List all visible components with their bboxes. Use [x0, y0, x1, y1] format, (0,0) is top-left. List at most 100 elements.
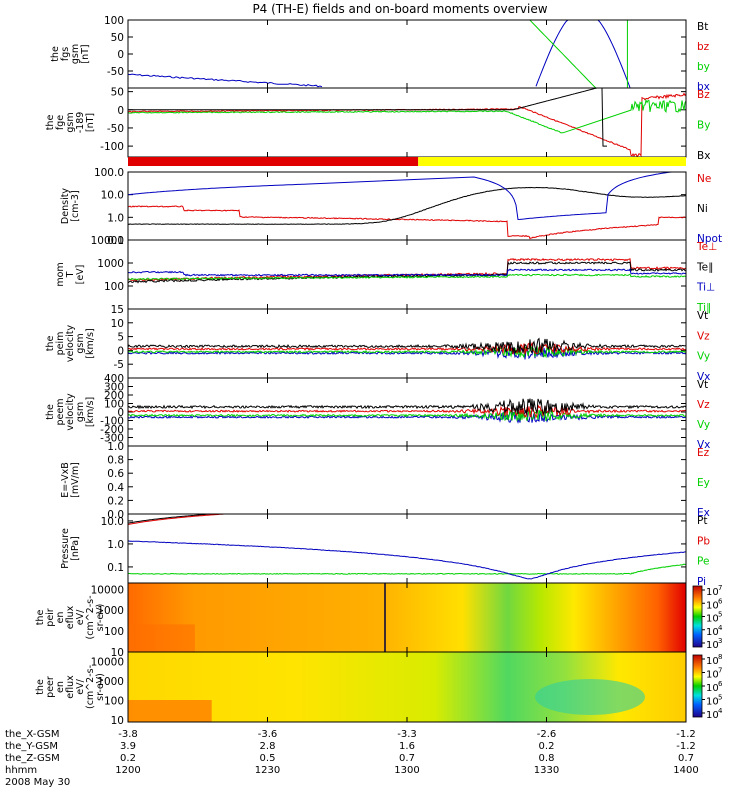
series-pb [128, 514, 278, 525]
y-axis-label-line: [nPa] [70, 536, 81, 561]
y-tick-label: 50 [111, 32, 124, 44]
y-tick-label: 0 [117, 407, 124, 419]
colorbar-label: 10 [706, 640, 719, 651]
y-axis-label-line: en [55, 681, 66, 693]
y-axis-label-line: [km/s] [85, 328, 96, 358]
y-axis-label-line: [nT] [80, 44, 91, 63]
y-tick-label: 0.1 [107, 235, 124, 247]
panel-frame [127, 171, 687, 241]
series-npot [128, 172, 686, 221]
x-row-value: -1.2 [676, 741, 696, 752]
x-row-value: 0.8 [539, 753, 555, 764]
spectrogram-band [535, 679, 645, 715]
y-tick-label: 10 [111, 318, 124, 330]
panel-9: Pressure[nPa] 10.0 1.0 0.1 Pt Pb Pe Pi [60, 513, 710, 588]
y-tick-label: 100 [104, 281, 124, 293]
panel-4: Density[cm-3] 100.0 10.0 1.0 0.1 Ne Ni Npot [60, 167, 722, 247]
x-row-value: 0.2 [539, 741, 555, 752]
colorbar-exponent: 5 [718, 611, 722, 619]
y-tick-label: 0.0 [107, 509, 124, 521]
y-tick-label: 1.0 [107, 441, 124, 453]
legend-Vx: Vx [697, 371, 710, 383]
y-axis-label-line: velocity [65, 325, 76, 363]
x-axis-group: the_X-GSM -3.8 -3.6 -3.3 -2.6 -1.2 the_Y-GSM 3.… [5, 20, 699, 788]
legend-Pb: Pb [697, 535, 710, 547]
y-tick-label: 100 [104, 696, 124, 708]
y-tick-label: 1.0 [107, 212, 124, 224]
status-bar-segment [418, 157, 686, 166]
y-axis-label-line: peim [55, 332, 66, 356]
y-tick-label: -50 [107, 123, 124, 135]
y-tick-label: 10.0 [101, 516, 124, 528]
y-tick-label: 1000 [97, 605, 124, 617]
y-axis-label-line: the [50, 46, 61, 62]
series-vx [128, 411, 686, 424]
y-tick-label: 200 [104, 390, 124, 402]
y-axis-label-line: T [65, 271, 76, 278]
x-row-value: -1.2 [676, 729, 696, 740]
y-tick-label: -100 [100, 141, 124, 153]
y-axis-label-line: [eV] [75, 265, 86, 285]
panel-1: thefgsgsm[nT] 100 50 0 -50 Bt bz by bx [50, 15, 710, 93]
y-axis-label: momT[eV] [55, 262, 86, 286]
legend-Bx: Bx [697, 150, 710, 162]
y-tick-label: 0.6 [107, 468, 124, 480]
series-by [529, 20, 602, 88]
y-tick-label: 10.0 [101, 190, 124, 202]
panel-content [128, 398, 686, 424]
panel-content [128, 257, 686, 284]
series-bx [535, 20, 631, 88]
colorbar-exponent: 7 [718, 667, 722, 675]
y-tick-label: 10000 [91, 584, 124, 596]
panel-frame [127, 513, 687, 584]
colorbar-label: 10 [706, 614, 719, 625]
y-axis-label-line: [nT] [85, 113, 96, 132]
x-row-value: 1200 [115, 765, 140, 776]
legend-Te⊥: Te⊥ [696, 241, 717, 253]
y-tick-label: 10000 [91, 235, 124, 247]
y-tick-label: 15 [111, 304, 124, 316]
colorbar-label: 10 [706, 697, 719, 708]
y-axis-label-line: gsm [75, 333, 86, 353]
legend-Vz: Vz [697, 399, 710, 411]
y-tick-label: 100 [104, 626, 124, 638]
x-row-value: 1.6 [399, 741, 415, 752]
y-tick-label: 100 [104, 15, 124, 27]
panel-2: thefgegsm-189[nT] 50 0 -50 -100 Bz By Bx [45, 87, 710, 162]
colorbar-label: 10 [706, 710, 719, 721]
panel-frame [127, 308, 687, 379]
x-row-value: -3.6 [258, 729, 278, 740]
legend-Ti∥: Ti∥ [696, 302, 711, 314]
series-te-perp [128, 257, 686, 282]
y-axis-label-line: the [45, 336, 56, 352]
series-bx [128, 73, 323, 88]
y-axis-label-line: -189 [75, 112, 86, 134]
x-row-label: the_Z-GSM [5, 753, 60, 764]
y-tick-label: 10 [111, 715, 124, 727]
legend-Pi: Pi [697, 576, 706, 588]
panel-content [128, 20, 631, 88]
y-axis-label-line: sr-eV) [95, 673, 106, 701]
series-by [128, 98, 686, 134]
legend-Vx: Vx [697, 439, 710, 451]
y-axis-label: thefgegsm-189[nT] [45, 112, 96, 134]
colorbar-exponent: 8 [718, 653, 722, 661]
y-axis-label-line: eflux [65, 605, 76, 629]
y-tick-label: -50 [107, 66, 124, 78]
legend-Te∥: Te∥ [696, 261, 713, 273]
x-row-value: -3.8 [118, 729, 138, 740]
y-tick-label: 100.0 [94, 167, 124, 179]
y-tick-label: 50 [111, 87, 124, 99]
y-axis-label-line: the [35, 610, 46, 626]
y-axis-label-line: gsm [75, 402, 86, 422]
y-axis-label: thepeerenefluxeV/(cm^2-s-sr-eV) [35, 665, 106, 709]
series-ne [128, 205, 686, 240]
y-tick-label: 0.8 [107, 455, 124, 467]
y-axis-label-line: the [35, 679, 46, 695]
spectrogram-background [128, 583, 686, 652]
series-te-par [128, 260, 686, 284]
panel-7: thepeemvelocitygsm[km/s] 4003002001000-10… [45, 373, 710, 451]
colorbar-label: 10 [706, 670, 719, 681]
y-axis-label-line: eflux [65, 675, 76, 699]
status-bar-segment [128, 157, 419, 166]
